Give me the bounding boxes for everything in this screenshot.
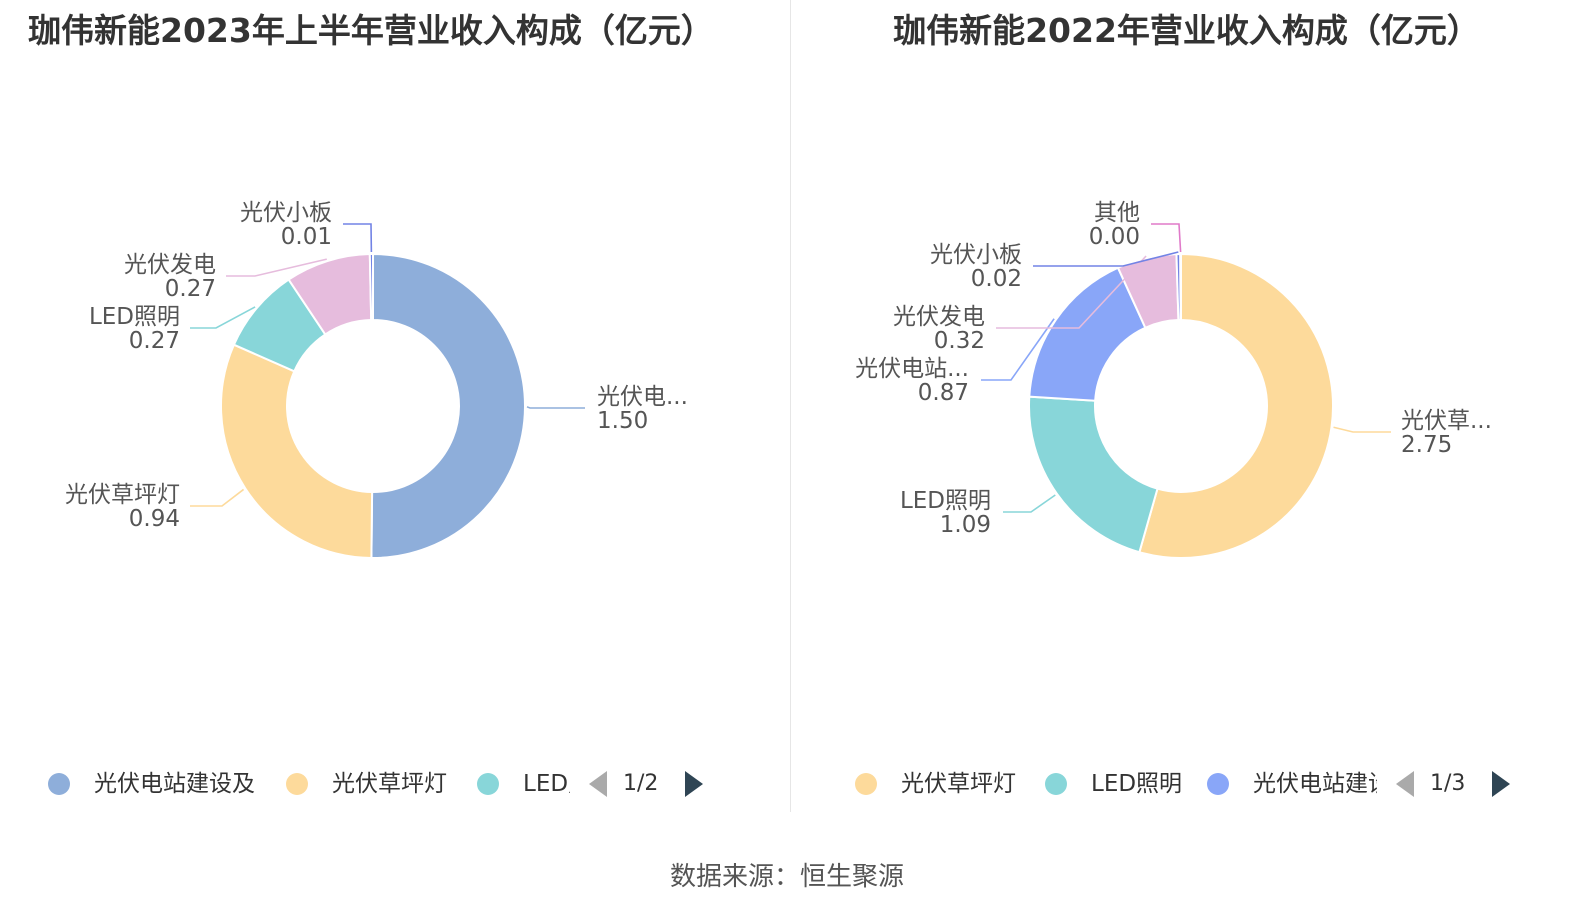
slice-value-label: 1.09 <box>940 512 991 538</box>
label-leader-line <box>1333 426 1391 433</box>
slice-label: 光伏草... <box>1401 408 1492 434</box>
legend-pager: 1/3 <box>1396 768 1516 800</box>
legend-item-2[interactable]: 光伏电站建设及运营 <box>1207 768 1377 800</box>
next-page-arrow-icon[interactable] <box>685 771 703 797</box>
label-leader-line <box>996 255 1147 329</box>
slice-label: 光伏电站... <box>855 356 969 382</box>
prev-page-arrow-icon[interactable] <box>1396 771 1414 797</box>
label-leader-line <box>190 306 256 329</box>
legend-marker <box>477 773 499 795</box>
legend-item-1[interactable]: 光伏草坪灯 <box>286 768 466 800</box>
slice-value-label: 2.75 <box>1401 432 1452 458</box>
donut-chart-2023h1: 光伏电...1.50光伏草坪灯0.94LED照明0.27光伏发电0.27光伏小板… <box>65 200 688 560</box>
slice-label: 光伏小板 <box>930 242 1022 268</box>
legend-item-1[interactable]: LED照明 <box>1045 768 1195 800</box>
slice-label: 光伏电... <box>597 384 688 410</box>
pie-slice-4[interactable] <box>368 252 374 322</box>
chart-title: 珈伟新能2022年营业收入构成（亿元） <box>893 11 1480 50</box>
chart-panel-2022: 珈伟新能2022年营业收入构成（亿元） 光伏草... 2.75 LED照明 1.09 光… <box>793 0 1574 820</box>
slice-value-label: 0.02 <box>971 266 1022 292</box>
slice-label: 光伏发电 <box>124 252 216 278</box>
slice-value-label: 0.27 <box>129 328 180 354</box>
pie-slice-1[interactable] <box>1028 395 1159 554</box>
legend-marker <box>286 773 308 795</box>
slice-value-label: 0.01 <box>281 224 332 250</box>
slice-value-label: 0.27 <box>165 276 216 302</box>
chart-panel-2023h1: 珈伟新能2023年上半年营业收入构成（亿元） 光伏电... 1.50 光伏草坪灯 0.… <box>0 0 787 820</box>
slice-value-label: 0.87 <box>918 380 969 406</box>
legend-label: LED照明 <box>523 771 570 797</box>
slice-label: 光伏发电 <box>893 304 985 330</box>
legend: 光伏草坪灯 LED照明 光伏电站建设及运营 1/3 <box>793 762 1574 806</box>
legend-marker <box>48 773 70 795</box>
next-page-arrow-icon[interactable] <box>1492 771 1510 797</box>
legend-item-0[interactable]: 光伏草坪灯 <box>855 768 1035 800</box>
label-leader-line <box>226 258 327 277</box>
legend-label: 光伏草坪灯 <box>332 771 447 797</box>
label-leader-line <box>1151 223 1182 253</box>
slice-label: 其他 <box>1094 200 1140 226</box>
label-leader-line <box>190 488 245 507</box>
pie-slice-1[interactable] <box>220 343 374 560</box>
legend-page-indicator: 1/2 <box>623 771 659 796</box>
slice-label: 光伏小板 <box>240 200 332 226</box>
pie-slice-5[interactable] <box>1179 252 1182 322</box>
slice-value-label: 0.94 <box>129 506 180 532</box>
slice-value-label: 0.00 <box>1089 224 1140 250</box>
legend-marker <box>1207 773 1229 795</box>
legend-marker <box>855 773 877 795</box>
pie-slice-0[interactable] <box>370 252 526 559</box>
panel-divider <box>790 0 791 812</box>
data-source-note: 数据来源：恒生聚源 <box>669 862 904 892</box>
chart-title: 珈伟新能2023年上半年营业收入构成（亿元） <box>28 11 714 50</box>
legend-label: LED照明 <box>1091 771 1183 797</box>
legend-page-indicator: 1/3 <box>1430 771 1466 796</box>
slice-label: 光伏草坪灯 <box>65 482 180 508</box>
legend-item-2[interactable]: LED照明 <box>477 768 570 800</box>
label-leader-line <box>343 223 373 253</box>
slice-label: LED照明 <box>900 488 991 514</box>
legend: 光伏电站建设及 光伏草坪灯 LED照明 1/2 <box>0 762 787 806</box>
legend-pager: 1/2 <box>589 768 709 800</box>
legend-item-0[interactable]: 光伏电站建设及 <box>48 768 266 800</box>
label-leader-line <box>526 406 585 409</box>
slice-label: LED照明 <box>89 304 180 330</box>
label-leader-line <box>981 318 1055 381</box>
prev-page-arrow-icon[interactable] <box>589 771 607 797</box>
legend-marker <box>1045 773 1067 795</box>
pie-slice-0[interactable] <box>1138 252 1334 559</box>
legend-label: 光伏电站建设及运营 <box>1253 771 1377 797</box>
label-leader-line <box>1033 251 1179 267</box>
legend-label: 光伏电站建设及 <box>94 771 255 797</box>
slice-value-label: 1.50 <box>597 408 648 434</box>
slice-value-label: 0.32 <box>934 328 985 354</box>
label-leader-line <box>1003 494 1056 513</box>
legend-label: 光伏草坪灯 <box>901 771 1016 797</box>
